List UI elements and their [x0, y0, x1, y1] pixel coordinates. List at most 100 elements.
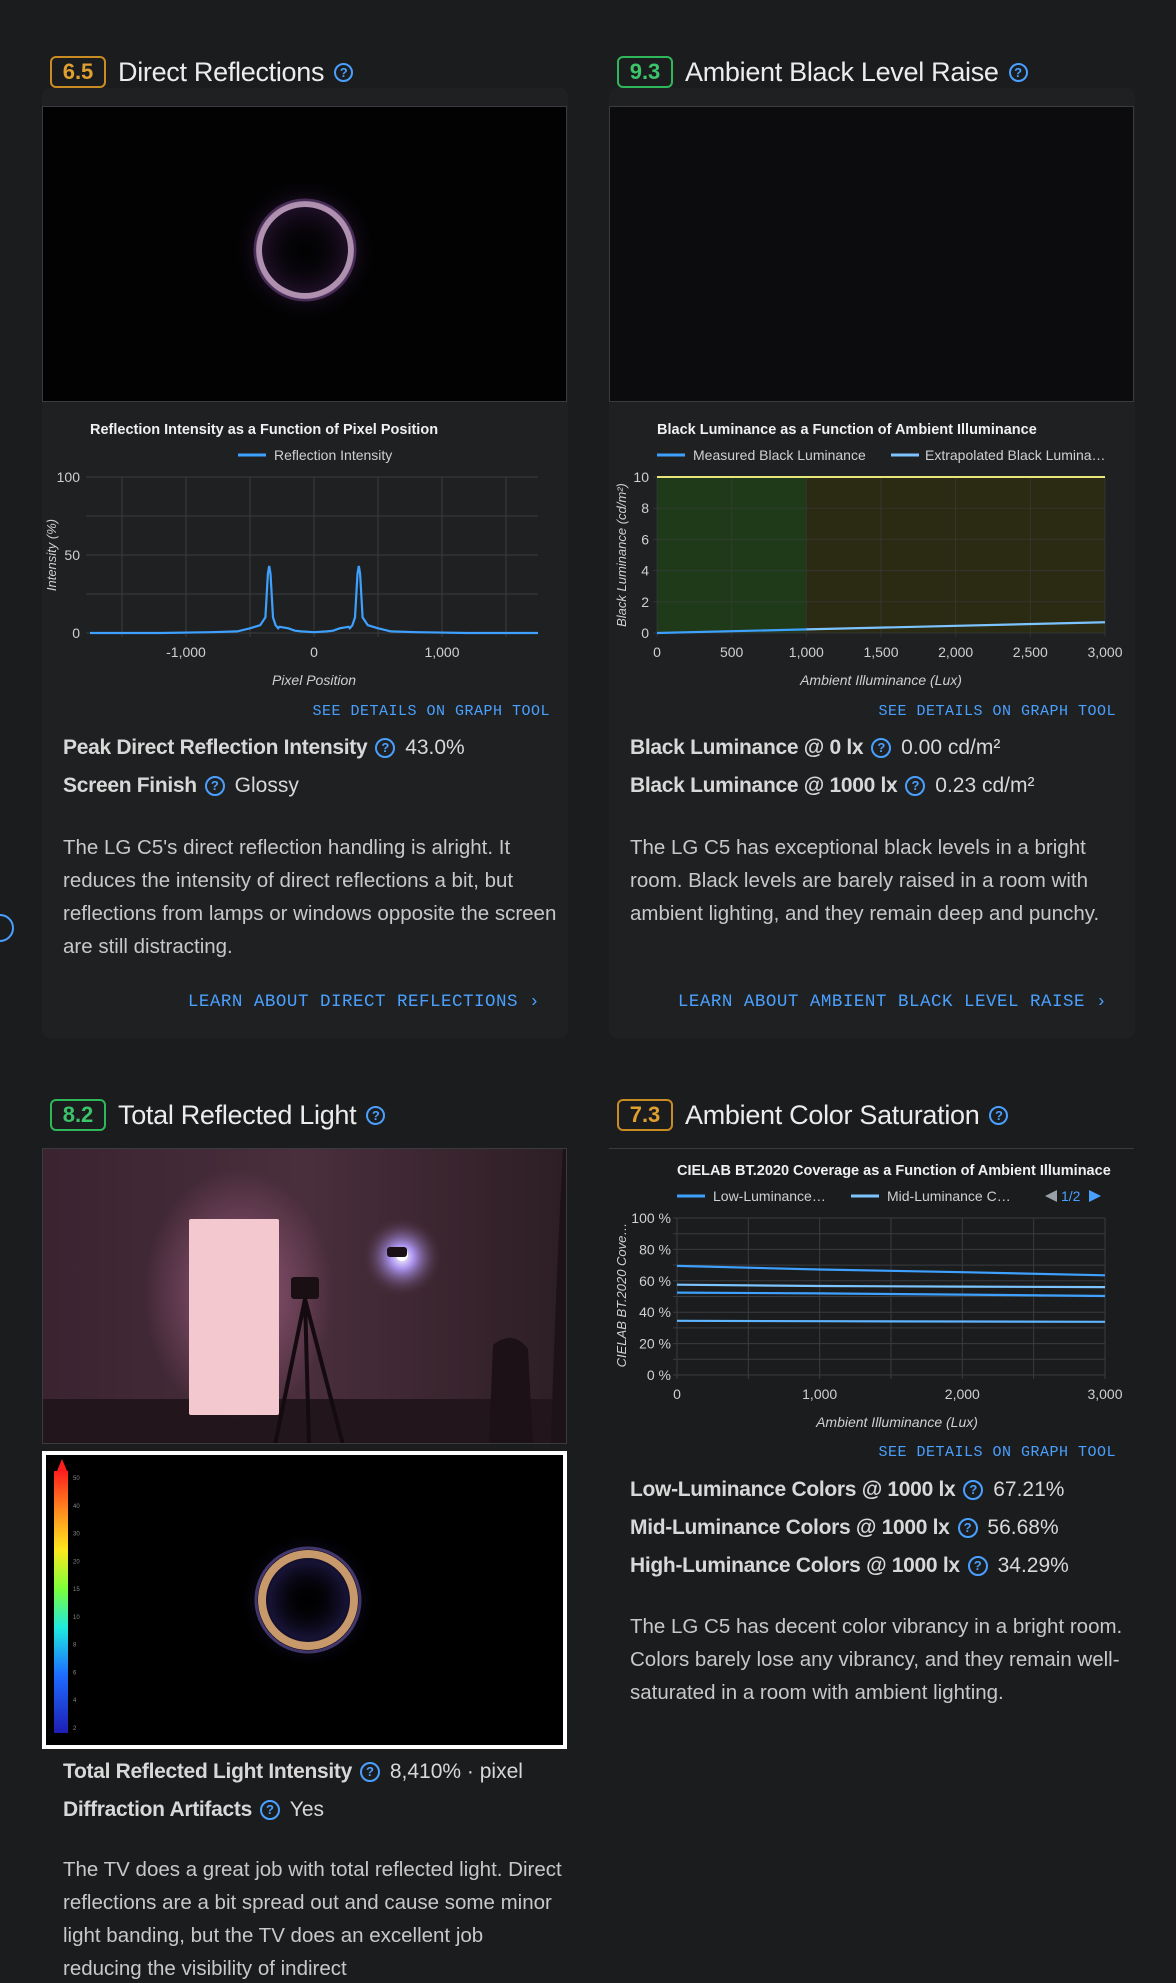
- scale-tick-label: 30: [73, 1532, 80, 1538]
- spec-value: 0.00 cd/m²: [901, 736, 1001, 759]
- room-photo-image: [43, 1149, 566, 1443]
- x-tick-label: 1,000: [802, 1386, 837, 1402]
- x-tick-label: 1,500: [863, 644, 898, 660]
- side-panel-handle[interactable]: ⋮: [0, 914, 14, 942]
- ambient-color-description: The LG C5 has decent color vibrancy in a…: [630, 1615, 1123, 1704]
- x-tick-label: 0: [310, 644, 318, 660]
- learn-direct-reflections-link[interactable]: LEARN ABOUT DIRECT REFLECTIONS ›: [150, 992, 540, 1012]
- see-details-link[interactable]: SEE DETAILS ON GRAPH TOOL: [312, 703, 550, 720]
- coverage-line-3: [676, 1291, 1106, 1298]
- scale-tick-label: 2: [73, 1726, 77, 1732]
- help-icon[interactable]: ?: [963, 1480, 984, 1500]
- section-title: Total Reflected Light: [118, 1099, 357, 1130]
- x-axis-label: Ambient Illuminance (Lux): [799, 672, 962, 688]
- learn-ambient-black-link[interactable]: LEARN ABOUT AMBIENT BLACK LEVEL RAISE ›: [660, 992, 1107, 1012]
- direct-reflection-photo: [42, 106, 567, 402]
- spec-value: 43.0%: [405, 736, 465, 759]
- spec-label: Black Luminance @ 1000 lx: [630, 774, 898, 797]
- x-tick-label: 3,000: [1087, 644, 1122, 660]
- legend-label-low[interactable]: Low-Luminance…: [713, 1188, 826, 1204]
- help-icon[interactable]: ?: [375, 738, 396, 758]
- chart-title: CIELAB BT.2020 Coverage as a Function of…: [677, 1163, 1111, 1179]
- scale-tick-label: 8: [73, 1643, 77, 1649]
- y-axis-label: Intensity (%): [44, 519, 59, 591]
- extrapolated-black-luminance-line: [806, 621, 1106, 631]
- direct-reflection-specs: Peak Direct Reflection Intensity? 43.0% …: [63, 729, 465, 805]
- help-icon[interactable]: ?: [957, 1518, 978, 1538]
- spec-label: Total Reflected Light Intensity: [63, 1760, 352, 1783]
- total-reflected-header: 8.2 Total Reflected Light ?: [50, 1095, 386, 1135]
- spec-row: Black Luminance @ 0 lx? 0.00 cd/m²: [630, 729, 1035, 767]
- measured-black-luminance-line: [656, 628, 807, 635]
- legend-prev-icon[interactable]: [1045, 1190, 1057, 1202]
- legend-label-extrapolated[interactable]: Extrapolated Black Lumina…: [925, 447, 1106, 463]
- y-axis-label: Black Luminance (cd/m²): [614, 483, 629, 627]
- x-tick-label: 2,000: [945, 1386, 980, 1402]
- x-tick-label: 1,000: [789, 644, 824, 660]
- help-icon[interactable]: ?: [989, 1105, 1009, 1125]
- y-tick-label: 60 %: [639, 1273, 671, 1289]
- y-axis-label: CIELAB BT.2020 Cove…: [614, 1223, 629, 1368]
- legend-next-icon[interactable]: [1089, 1190, 1101, 1202]
- spec-label: Mid-Luminance Colors @ 1000 lx: [630, 1516, 950, 1539]
- help-icon[interactable]: ?: [204, 776, 225, 796]
- learn-link-label[interactable]: LEARN ABOUT DIRECT REFLECTIONS: [187, 992, 518, 1012]
- coverage-line-1: [676, 1264, 1106, 1277]
- x-tick-label: 0: [653, 644, 661, 660]
- help-icon[interactable]: ?: [967, 1556, 988, 1576]
- y-tick-label: 4: [641, 563, 649, 579]
- help-icon[interactable]: ?: [1008, 62, 1028, 82]
- spec-row: Low-Luminance Colors @ 1000 lx? 67.21%: [630, 1471, 1069, 1509]
- spec-row: Total Reflected Light Intensity? 8,410% …: [63, 1753, 523, 1791]
- scale-arrow: [57, 1459, 67, 1471]
- spec-value: 67.21%: [993, 1478, 1065, 1501]
- spec-value: 56.68%: [987, 1516, 1059, 1539]
- y-tick-label: 2: [641, 594, 649, 610]
- y-tick-label: 10: [633, 469, 649, 485]
- spec-label: Low-Luminance Colors @ 1000 lx: [630, 1478, 956, 1501]
- scale-tick-label: 10: [73, 1615, 80, 1621]
- spec-row: Screen Finish? Glossy: [63, 767, 465, 805]
- help-icon[interactable]: ?: [259, 1800, 280, 1820]
- y-tick-label: 100 %: [631, 1210, 671, 1226]
- scale-tick-label: 40: [73, 1504, 80, 1510]
- learn-link-label[interactable]: LEARN ABOUT AMBIENT BLACK LEVEL RAISE: [677, 992, 1085, 1012]
- spec-row: Mid-Luminance Colors @ 1000 lx? 56.68%: [630, 1509, 1069, 1547]
- legend-label-mid[interactable]: Mid-Luminance C…: [887, 1188, 1011, 1204]
- y-tick-label: 40 %: [639, 1304, 671, 1320]
- x-tick-label: 2,000: [938, 644, 973, 660]
- reflection-intensity-line: [90, 565, 538, 635]
- see-details-link[interactable]: SEE DETAILS ON GRAPH TOOL: [878, 703, 1116, 720]
- see-details-link[interactable]: SEE DETAILS ON GRAPH TOOL: [878, 1444, 1116, 1461]
- scale-tick-label: 6: [73, 1670, 77, 1676]
- scale-tick-label: 20: [73, 1559, 80, 1565]
- scale-tick-label: 4: [73, 1698, 77, 1704]
- help-icon[interactable]: ?: [366, 1105, 386, 1125]
- chart-title: Black Luminance as a Function of Ambient…: [657, 422, 1037, 438]
- help-icon[interactable]: ?: [360, 1762, 380, 1782]
- ambient-color-specs: Low-Luminance Colors @ 1000 lx? 67.21% M…: [630, 1471, 1069, 1585]
- x-tick-label: 500: [720, 644, 744, 660]
- scale-tick-label: 50: [73, 1476, 80, 1482]
- ambient-black-specs: Black Luminance @ 0 lx? 0.00 cd/m² Black…: [630, 729, 1035, 805]
- y-tick-label: 0 %: [647, 1367, 671, 1383]
- chevron-right-icon: ›: [1084, 992, 1107, 1012]
- help-icon[interactable]: ?: [905, 776, 926, 796]
- legend-label[interactable]: Reflection Intensity: [274, 447, 392, 463]
- spec-label: Peak Direct Reflection Intensity: [63, 736, 368, 759]
- score-badge: 8.2: [50, 1099, 106, 1131]
- spec-row: Black Luminance @ 1000 lx? 0.23 cd/m²: [630, 767, 1035, 805]
- spec-value: Yes: [289, 1798, 325, 1821]
- score-badge: 9.3: [617, 56, 673, 88]
- ambient-black-photo: [609, 106, 1134, 402]
- spec-value: Glossy: [234, 774, 299, 797]
- x-tick-label: 2,500: [1013, 644, 1048, 660]
- legend-pager: 1/2: [1061, 1188, 1081, 1204]
- legend-label-measured[interactable]: Measured Black Luminance: [693, 447, 866, 463]
- ambient-color-header: 7.3 Ambient Color Saturation ?: [617, 1095, 1009, 1135]
- ambient-black-header: 9.3 Ambient Black Level Raise ?: [617, 52, 1028, 92]
- direct-reflection-description: The LG C5's direct reflection handling i…: [63, 836, 557, 958]
- reflection-intensity-chart: Reflection Intensity as a Function of Pi…: [44, 422, 538, 688]
- help-icon[interactable]: ?: [871, 738, 892, 758]
- help-icon[interactable]: ?: [334, 62, 354, 82]
